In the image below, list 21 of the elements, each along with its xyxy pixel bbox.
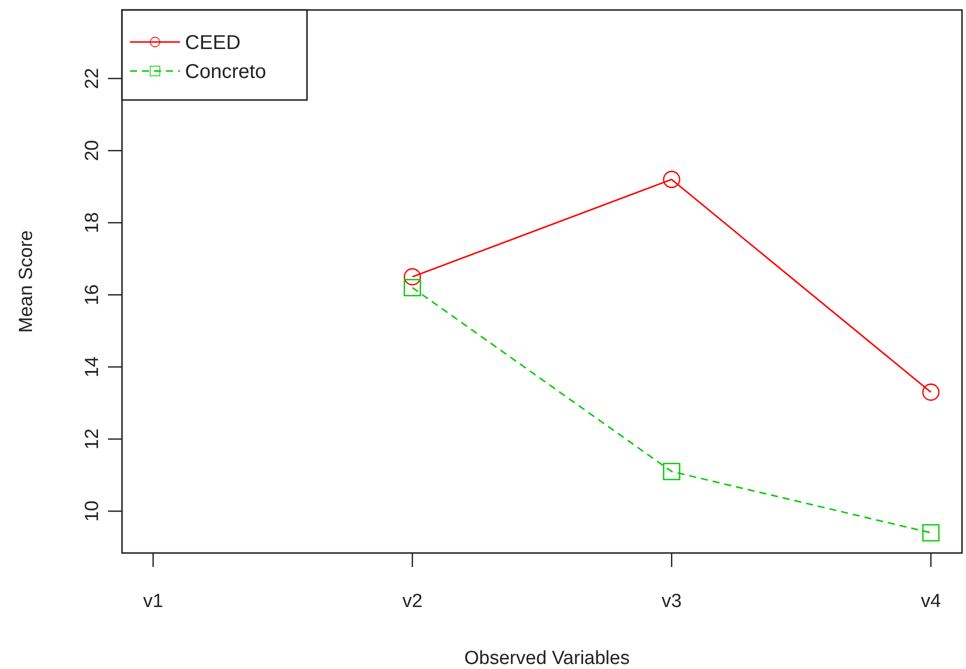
point: [662, 170, 680, 188]
x-axis-title: Observed Variables: [464, 648, 630, 669]
point: [404, 278, 422, 296]
x-tick-label: v1: [143, 591, 164, 612]
legend-label: CEED: [185, 32, 241, 54]
y-tick-label: 14: [82, 356, 103, 378]
point: [662, 462, 680, 480]
legend-label: Concreto: [185, 61, 266, 83]
point: [922, 384, 940, 401]
y-tick-label: 12: [82, 428, 103, 450]
point: [404, 268, 422, 286]
y-tick-label: 18: [82, 212, 103, 234]
x-tick-label: v3: [662, 591, 682, 612]
point: [922, 524, 940, 542]
y-tick-label: 16: [82, 284, 103, 306]
y-tick-label: 20: [82, 140, 103, 162]
y-tick-label: 22: [82, 68, 103, 90]
y-axis-title: Mean Score: [16, 230, 37, 333]
x-tick-label: v4: [920, 591, 942, 612]
y-tick-label: 10: [82, 500, 103, 522]
x-tick-label: v2: [402, 591, 422, 612]
